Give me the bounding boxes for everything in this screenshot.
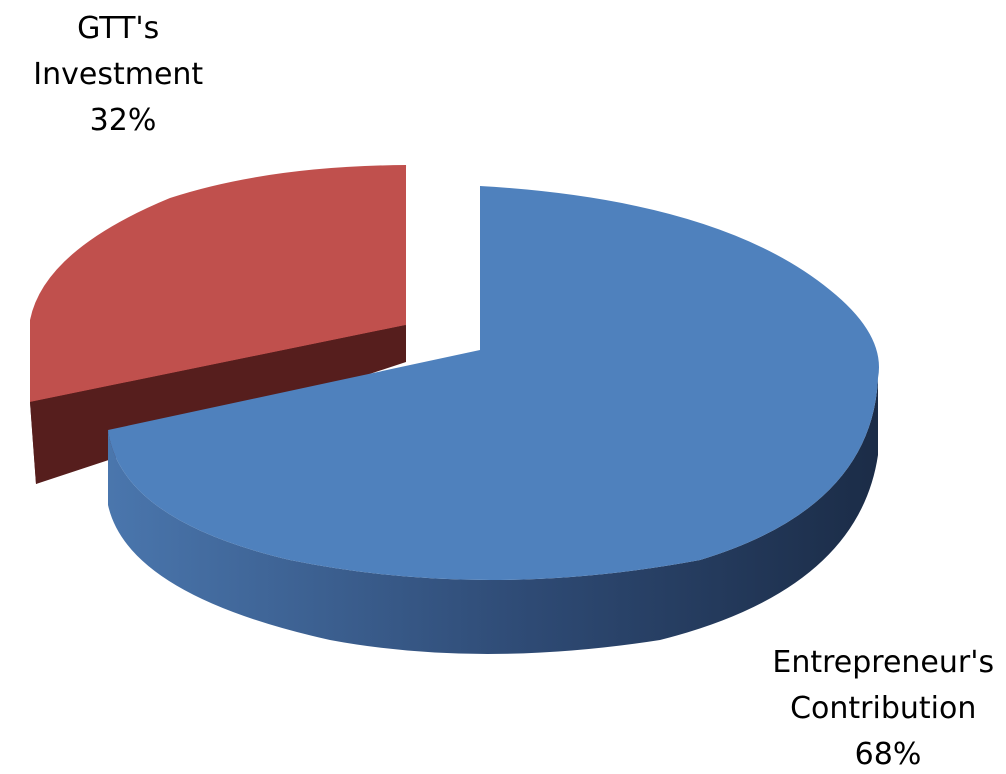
slice-label-entrepreneur-line-1: Entrepreneur's: [772, 645, 994, 680]
slice-label-gtt-line-2: Investment: [33, 57, 203, 92]
pie-slice-entrepreneur-top: [108, 186, 879, 580]
slice-label-gtt-percent: 32%: [90, 103, 157, 138]
slice-label-entrepreneur: Entrepreneur's Contribution 68%: [772, 645, 1003, 770]
pie-slice-gtt-top: [30, 165, 406, 402]
slice-label-entrepreneur-percent: 68%: [855, 737, 922, 770]
slice-label-gtt: GTT's Investment 32%: [33, 11, 212, 138]
pie-slice-entrepreneur: [108, 186, 879, 654]
slice-label-entrepreneur-line-2: Contribution: [790, 691, 976, 726]
pie-slice-entrepreneur-side: [108, 378, 878, 654]
slice-label-gtt-line-1: GTT's: [77, 11, 159, 46]
